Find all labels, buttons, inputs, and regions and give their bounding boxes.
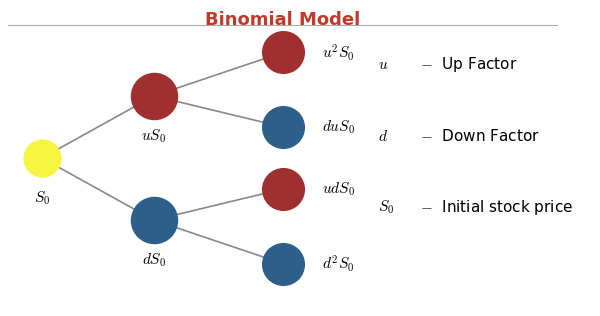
Text: $-$  Initial stock price: $-$ Initial stock price (420, 198, 573, 217)
Text: Binomial Model: Binomial Model (205, 10, 361, 28)
Text: $uS_0$: $uS_0$ (142, 127, 166, 144)
Text: $S_0$: $S_0$ (378, 199, 394, 216)
Text: $u$: $u$ (378, 58, 388, 72)
Point (278, 261, 287, 266)
Point (278, 186, 287, 191)
Text: $S_0$: $S_0$ (34, 189, 50, 207)
Text: $duS_0$: $duS_0$ (322, 118, 355, 136)
Point (37, 155, 47, 161)
Point (149, 94, 159, 99)
Text: $d^2S_0$: $d^2S_0$ (322, 253, 354, 274)
Text: $-$  Down Factor: $-$ Down Factor (420, 128, 539, 144)
Point (278, 50, 287, 55)
Text: $-$  Up Factor: $-$ Up Factor (420, 55, 517, 74)
Text: $u^2S_0$: $u^2S_0$ (322, 42, 354, 63)
Text: $dS_0$: $dS_0$ (142, 251, 166, 269)
Text: $udS_0$: $udS_0$ (322, 180, 355, 198)
Text: $d$: $d$ (378, 129, 388, 144)
Point (278, 125, 287, 130)
Point (149, 217, 159, 222)
